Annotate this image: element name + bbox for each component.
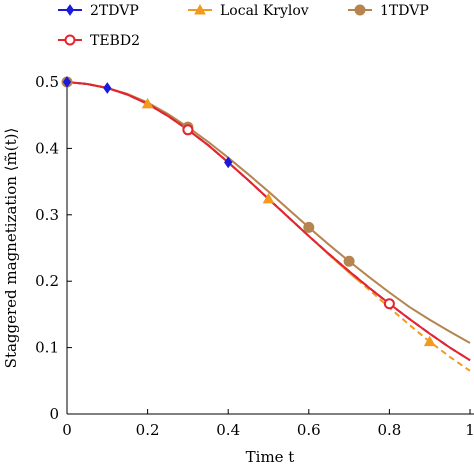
x-axis-label: Time t xyxy=(246,448,295,466)
series-marker-tebd2 xyxy=(383,298,395,310)
x-tick-label: 0.4 xyxy=(216,421,240,439)
legend-marker xyxy=(354,4,366,16)
series-line-1tdvp xyxy=(66,81,471,344)
x-tick-label: 0 xyxy=(62,421,72,439)
y-tick-label: 0.2 xyxy=(35,272,59,290)
y-tick-label: 0.3 xyxy=(35,206,59,224)
series-marker-local-krylov xyxy=(262,192,275,204)
legend: 2TDVP Local Krylov 1TDVP TEBD2 xyxy=(58,3,429,49)
series-line-local-krylov xyxy=(66,81,358,281)
series-line-tebd2 xyxy=(66,81,471,362)
y-tick-label: 0.4 xyxy=(35,139,59,157)
y-axis-label: Staggered magnetization ⟨m̃(t)⟩ xyxy=(2,128,20,369)
series-marker-local-krylov xyxy=(141,97,154,109)
legend-label: Local Krylov xyxy=(220,3,309,19)
legend-marker xyxy=(64,34,76,46)
x-tick-label: 1 xyxy=(465,421,474,439)
x-tick-label: 0.2 xyxy=(136,421,160,439)
legend-label: 2TDVP xyxy=(90,3,139,19)
series-marker-2tdvp xyxy=(103,82,112,94)
series-marker-tebd2 xyxy=(182,124,194,136)
ticks: 0 0.2 0.4 0.6 0.8 1 0 0.1 0.2 0.3 0.4 0.5 xyxy=(35,73,474,439)
series-marker-2tdvp xyxy=(62,76,72,88)
y-tick-label: 0.1 xyxy=(35,339,59,357)
legend-marker xyxy=(65,4,75,16)
legend-item-1tdvp: 1TDVP xyxy=(348,3,429,19)
marker-layer xyxy=(61,76,436,347)
y-tick-label: 0 xyxy=(49,405,59,423)
series-layer xyxy=(66,81,471,372)
series-line-local-krylov-dashed xyxy=(356,278,471,372)
axes xyxy=(66,82,474,415)
y-tick-label: 0.5 xyxy=(35,73,59,91)
legend-label: 1TDVP xyxy=(380,3,429,19)
series-marker-1tdvp xyxy=(343,255,355,267)
legend-item-tebd2: TEBD2 xyxy=(58,33,140,49)
x-tick-label: 0.6 xyxy=(297,421,321,439)
legend-label: TEBD2 xyxy=(90,33,140,49)
series-marker-1tdvp xyxy=(303,221,315,233)
series-marker-2tdvp xyxy=(224,156,233,169)
legend-item-2tdvp: 2TDVP xyxy=(58,3,139,19)
legend-item-local-krylov: Local Krylov xyxy=(188,3,309,19)
x-tick-label: 0.8 xyxy=(377,421,401,439)
series-marker-local-krylov xyxy=(423,335,436,347)
legend-marker xyxy=(194,3,206,15)
